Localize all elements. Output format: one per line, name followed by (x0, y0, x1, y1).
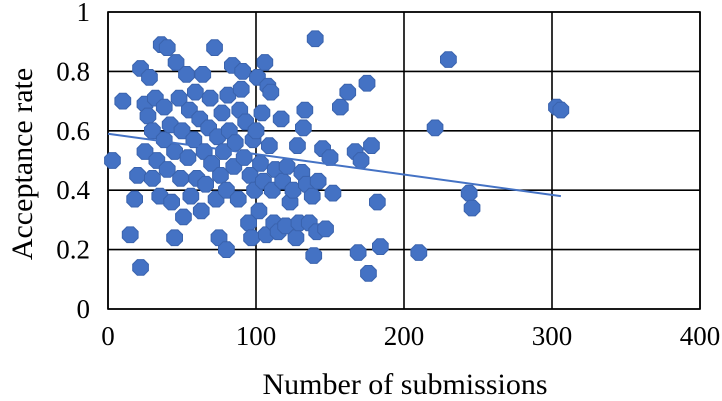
data-point (349, 244, 367, 261)
data-point (262, 83, 280, 101)
data-point (232, 80, 250, 98)
data-point (287, 229, 305, 247)
data-point (166, 143, 183, 160)
data-point (163, 193, 180, 211)
y-tick-label: 1 (77, 0, 91, 27)
data-point (410, 244, 428, 261)
data-point (552, 101, 570, 119)
data-point (261, 137, 278, 154)
x-axis-title: Number of submissions (263, 368, 548, 401)
data-point (201, 89, 219, 107)
data-point (339, 83, 357, 101)
data-point (182, 187, 200, 205)
data-point (178, 66, 195, 83)
data-point (296, 101, 314, 119)
data-point (126, 190, 143, 208)
data-point (463, 199, 481, 217)
y-tick-label: 0.6 (56, 116, 90, 146)
data-point (197, 175, 214, 193)
data-point (218, 241, 235, 258)
data-point (256, 54, 274, 71)
data-point (187, 83, 204, 101)
data-point (206, 39, 223, 56)
data-point (144, 122, 161, 140)
data-point (129, 167, 146, 184)
data-point (185, 131, 203, 149)
data-point (167, 54, 185, 71)
data-point (218, 181, 235, 199)
data-point (175, 208, 192, 226)
data-point (360, 265, 377, 282)
data-point (306, 30, 324, 48)
data-point (369, 193, 386, 211)
data-point (155, 98, 173, 116)
data-point (303, 187, 321, 205)
data-point (136, 143, 154, 160)
data-point (234, 63, 251, 80)
data-point (172, 170, 189, 187)
data-point (289, 137, 306, 154)
data-point (179, 149, 197, 166)
data-point (440, 51, 457, 68)
data-point (358, 74, 376, 92)
data-point (139, 107, 157, 125)
data-point (324, 184, 342, 202)
data-point (229, 190, 247, 208)
trendline (107, 132, 562, 198)
x-tick-label: 200 (384, 321, 425, 351)
data-point (173, 122, 191, 140)
y-tick-label: 0 (77, 294, 91, 324)
data-point (460, 184, 478, 202)
data-point (158, 161, 176, 178)
x-tick-label: 0 (101, 321, 115, 351)
data-point (170, 89, 188, 107)
data-point (252, 155, 269, 172)
data-point (250, 202, 268, 220)
data-point (226, 134, 244, 151)
data-point (295, 119, 312, 137)
data-point (192, 202, 210, 220)
data-point (141, 69, 158, 86)
data-point (352, 152, 370, 169)
data-point (114, 92, 132, 110)
data-point (253, 104, 271, 122)
data-point (317, 220, 334, 238)
data-point (363, 137, 380, 154)
y-axis-title: Acceptance rate (6, 68, 39, 260)
data-point (372, 238, 389, 255)
data-point (426, 119, 444, 137)
x-tick-labels: 0 100 200 300 400 (101, 321, 720, 351)
data-point (121, 226, 139, 244)
data-point (213, 104, 231, 122)
y-tick-label: 0.4 (56, 175, 90, 205)
x-tick-label: 400 (680, 321, 721, 351)
data-point (155, 131, 173, 149)
grid-lines (107, 11, 701, 310)
y-tick-label: 0.2 (56, 235, 90, 265)
data-point (144, 170, 161, 187)
data-point (194, 66, 212, 83)
data-points (104, 30, 570, 282)
data-point (247, 122, 265, 140)
data-point (104, 152, 121, 169)
data-point (278, 158, 296, 175)
y-tick-labels: 0 0.2 0.4 0.6 0.8 1 (56, 0, 90, 324)
data-point (332, 98, 349, 116)
data-point (158, 39, 176, 56)
data-point (309, 172, 327, 190)
x-tick-label: 300 (532, 321, 573, 351)
data-point (166, 229, 183, 247)
y-tick-label: 0.8 (56, 56, 90, 86)
data-point (272, 110, 290, 128)
data-point (243, 229, 260, 247)
data-point (305, 247, 323, 264)
x-tick-label: 100 (236, 321, 277, 351)
data-point (132, 259, 149, 276)
